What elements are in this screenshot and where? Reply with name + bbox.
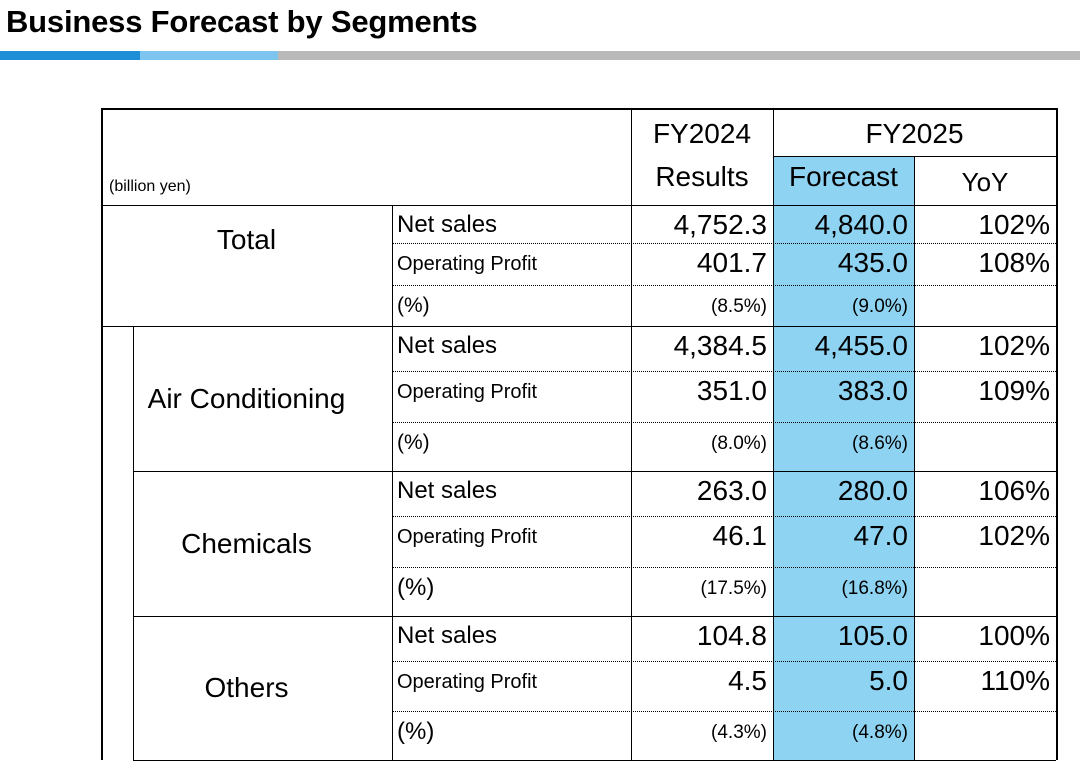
segment-border-bottom bbox=[133, 471, 1056, 472]
operating-profit-label: Operating Profit bbox=[397, 253, 538, 275]
segment-name: Others bbox=[204, 672, 289, 703]
operating-profit-fy2025: 5.0 bbox=[869, 665, 908, 696]
segment-name: Chemicals bbox=[181, 527, 312, 559]
header-results: Results bbox=[655, 161, 749, 192]
margin-fy2025: (8.6%) bbox=[852, 433, 908, 454]
net-sales-yoy: 102% bbox=[978, 330, 1050, 361]
unit-label: (billion yen) bbox=[109, 178, 191, 195]
margin-label: (%) bbox=[397, 294, 430, 317]
net-sales-label: Net sales bbox=[397, 477, 498, 504]
segment-name: Total bbox=[216, 224, 277, 255]
net-sales-yoy: 100% bbox=[978, 620, 1050, 651]
title-bar-light-blue-segment bbox=[140, 51, 278, 60]
title-underline-bar bbox=[0, 51, 1080, 60]
forecast-column-highlight bbox=[773, 156, 914, 760]
row-separator-dotted bbox=[392, 285, 1056, 286]
segment-name: Air Conditioning bbox=[147, 382, 346, 414]
margin-fy2025: (9.0%) bbox=[852, 296, 908, 317]
margin-label: (%) bbox=[397, 431, 430, 454]
net-sales-label: Net sales bbox=[397, 622, 498, 649]
table-border-top bbox=[101, 108, 1057, 110]
operating-profit-yoy: 102% bbox=[978, 520, 1050, 551]
segment-border-bottom bbox=[101, 326, 1056, 327]
segment-border-bottom bbox=[133, 760, 1056, 761]
table-border-right bbox=[1056, 108, 1058, 760]
row-separator-dotted bbox=[392, 661, 1056, 662]
net-sales-fy2025: 4,455.0 bbox=[814, 330, 908, 361]
operating-profit-fy2025: 47.0 bbox=[853, 520, 909, 551]
margin-fy2024: (17.5%) bbox=[700, 578, 767, 599]
net-sales-label: Net sales bbox=[397, 332, 498, 359]
margin-fy2025: (16.8%) bbox=[841, 578, 908, 599]
margin-fy2024: (8.5%) bbox=[711, 296, 767, 317]
margin-fy2025: (4.8%) bbox=[852, 722, 908, 743]
operating-profit-fy2025: 383.0 bbox=[837, 375, 908, 406]
row-separator-dotted bbox=[392, 567, 1056, 568]
margin-label: (%) bbox=[397, 574, 435, 601]
subsegment-left-border bbox=[133, 326, 134, 760]
operating-profit-fy2024: 46.1 bbox=[712, 520, 768, 551]
header-fy2025: FY2025 bbox=[865, 118, 964, 149]
label-column-divider bbox=[392, 205, 393, 760]
margin-fy2024: (8.0%) bbox=[711, 433, 767, 454]
header-border-bottom bbox=[101, 205, 1056, 206]
net-sales-fy2024: 104.8 bbox=[696, 620, 767, 651]
operating-profit-fy2025: 435.0 bbox=[837, 247, 908, 278]
row-separator-dotted bbox=[392, 371, 1056, 372]
title-bar-blue-segment bbox=[0, 51, 140, 60]
net-sales-label: Net sales bbox=[397, 211, 498, 238]
column-divider-fy2025 bbox=[773, 108, 774, 760]
row-separator-dotted bbox=[392, 243, 1056, 244]
header-yoy: YoY bbox=[961, 167, 1009, 197]
header-forecast: Forecast bbox=[789, 161, 898, 192]
net-sales-fy2025: 280.0 bbox=[837, 475, 908, 506]
net-sales-yoy: 106% bbox=[978, 475, 1050, 506]
operating-profit-yoy: 109% bbox=[978, 375, 1050, 406]
margin-fy2024: (4.3%) bbox=[711, 722, 767, 743]
operating-profit-label: Operating Profit bbox=[397, 526, 538, 548]
operating-profit-yoy: 110% bbox=[980, 665, 1050, 696]
column-divider-yoy bbox=[914, 156, 915, 760]
operating-profit-yoy: 108% bbox=[978, 247, 1050, 278]
operating-profit-fy2024: 4.5 bbox=[728, 665, 767, 696]
table-border-left bbox=[101, 108, 103, 760]
net-sales-yoy: 102% bbox=[978, 209, 1050, 240]
net-sales-fy2024: 4,752.3 bbox=[673, 209, 767, 240]
net-sales-fy2024: 263.0 bbox=[696, 475, 767, 506]
margin-label: (%) bbox=[397, 718, 435, 745]
title-bar-grey-segment bbox=[278, 51, 1080, 60]
operating-profit-fy2024: 351.0 bbox=[696, 375, 767, 406]
header-fy2024: FY2024 bbox=[652, 118, 752, 149]
page-title: Business Forecast by Segments bbox=[6, 4, 478, 39]
operating-profit-label: Operating Profit bbox=[397, 381, 538, 403]
row-separator-dotted bbox=[392, 711, 1056, 712]
column-divider-fy2024 bbox=[631, 108, 632, 760]
net-sales-fy2025: 4,840.0 bbox=[814, 209, 908, 240]
row-separator-dotted bbox=[392, 516, 1056, 517]
net-sales-fy2025: 105.0 bbox=[837, 620, 908, 651]
row-separator-dotted bbox=[392, 422, 1056, 423]
operating-profit-fy2024: 401.7 bbox=[696, 247, 767, 278]
operating-profit-label: Operating Profit bbox=[397, 671, 538, 693]
segment-border-bottom bbox=[133, 616, 1056, 617]
net-sales-fy2024: 4,384.5 bbox=[673, 330, 767, 361]
